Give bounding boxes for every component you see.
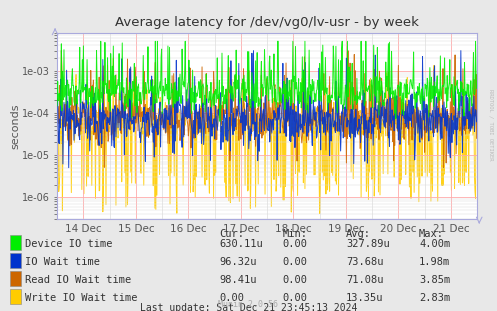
Bar [10,271,20,286]
Text: Write IO Wait time: Write IO Wait time [25,293,138,303]
Text: 13.35u: 13.35u [346,293,383,303]
Text: 327.89u: 327.89u [346,239,390,249]
Text: Device IO time: Device IO time [25,239,113,249]
Text: Max:: Max: [419,229,444,239]
Text: RRDTOOL / TOBI OETIKER: RRDTOOL / TOBI OETIKER [489,89,494,160]
Text: 1.98m: 1.98m [419,257,450,267]
Text: 3.85m: 3.85m [419,275,450,285]
Text: 4.00m: 4.00m [419,239,450,249]
Text: 96.32u: 96.32u [219,257,257,267]
Text: 98.41u: 98.41u [219,275,257,285]
Text: 0.00: 0.00 [283,239,308,249]
Text: 0.00: 0.00 [283,293,308,303]
Text: 2.83m: 2.83m [419,293,450,303]
Text: 73.68u: 73.68u [346,257,383,267]
Text: Last update: Sat Dec 21 23:45:13 2024: Last update: Sat Dec 21 23:45:13 2024 [140,303,357,311]
Text: 71.08u: 71.08u [346,275,383,285]
Text: 0.00: 0.00 [283,275,308,285]
Text: Min:: Min: [283,229,308,239]
Title: Average latency for /dev/vg0/lv-usr - by week: Average latency for /dev/vg0/lv-usr - by… [115,16,419,29]
Y-axis label: seconds: seconds [10,103,20,149]
Text: IO Wait time: IO Wait time [25,257,100,267]
Text: Read IO Wait time: Read IO Wait time [25,275,132,285]
Bar [10,235,20,250]
Text: 630.11u: 630.11u [219,239,263,249]
Text: Avg:: Avg: [346,229,371,239]
Text: Munin 2.0.56: Munin 2.0.56 [219,300,278,309]
Bar [10,289,20,304]
Bar [10,253,20,268]
Text: 0.00: 0.00 [219,293,245,303]
Text: 0.00: 0.00 [283,257,308,267]
Text: Cur:: Cur: [219,229,245,239]
